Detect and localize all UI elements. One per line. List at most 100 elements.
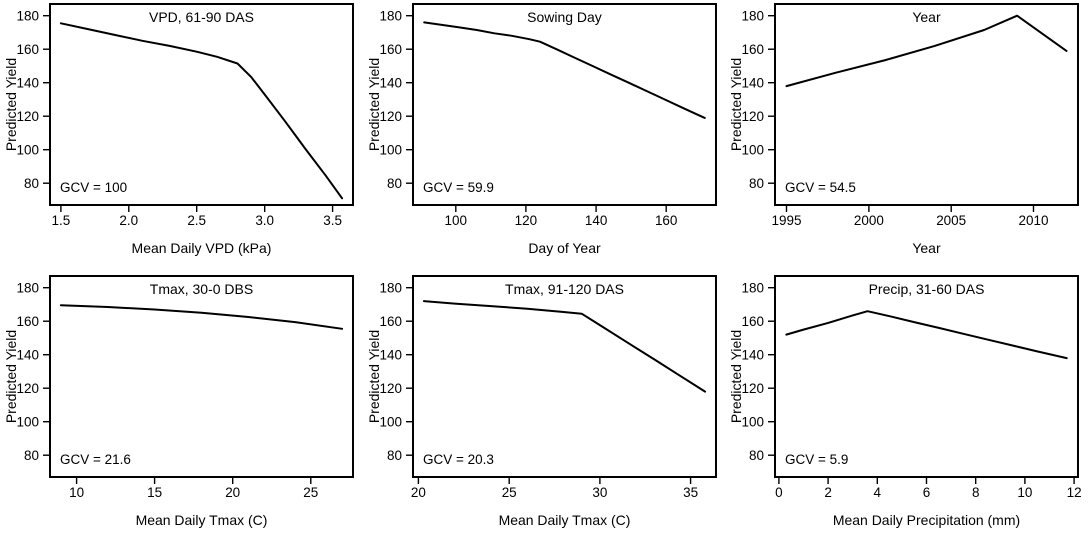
y-axis-title: Predicted Yield bbox=[366, 58, 382, 151]
panel-sowing-day: 80 100 120 140 160 180 100 120 140 160 Sowing Day D… bbox=[363, 0, 726, 272]
y-tick-label: 160 bbox=[16, 42, 39, 57]
y-tick-label: 80 bbox=[24, 176, 39, 191]
x-tick-label: 25 bbox=[501, 485, 516, 500]
data-line bbox=[59, 22, 344, 200]
x-tick-label: 100 bbox=[444, 213, 467, 228]
y-tick-label: 100 bbox=[742, 142, 765, 157]
y-axis-title: Predicted Yield bbox=[366, 330, 382, 423]
x-axis-title: Mean Daily Tmax (C) bbox=[136, 512, 268, 528]
plot-frame bbox=[48, 3, 354, 206]
chart-svg: 80 100 120 140 160 180 0 2 4 6 8 10 12 Precip, 31-60 … bbox=[728, 275, 1082, 528]
panel-title: Tmax, 30-0 DBS bbox=[150, 281, 253, 297]
plot-frame bbox=[411, 3, 717, 206]
data-line bbox=[785, 310, 1068, 360]
x-axis-title: Mean Daily Tmax (C) bbox=[498, 512, 630, 528]
y-tick-label: 160 bbox=[379, 42, 402, 57]
data-line bbox=[422, 300, 706, 393]
y-tick-label: 120 bbox=[379, 381, 402, 396]
panel-vpd-61-90-das: 80 100 120 140 160 180 1.5 2.0 2.5 3.0 3.5 VPD, 61-… bbox=[0, 0, 363, 272]
y-tick-label: 80 bbox=[24, 448, 39, 463]
x-tick-label: 0 bbox=[775, 485, 783, 500]
x-tick-label: 4 bbox=[874, 485, 882, 500]
gcv-annotation: GCV = 20.3 bbox=[423, 452, 494, 467]
x-tick-label: 15 bbox=[147, 485, 162, 500]
x-tick-label: 6 bbox=[923, 485, 931, 500]
x-tick-label: 2000 bbox=[854, 213, 884, 228]
y-tick-label: 120 bbox=[16, 381, 39, 396]
y-tick-label: 180 bbox=[379, 8, 402, 23]
x-tick-label: 2.0 bbox=[119, 213, 138, 228]
panel-title: VPD, 61-90 DAS bbox=[149, 9, 254, 25]
y-tick-label: 100 bbox=[379, 414, 402, 429]
x-tick-label: 20 bbox=[225, 485, 240, 500]
y-tick-label: 140 bbox=[379, 347, 402, 362]
panel-title: Precip, 31-60 DAS bbox=[869, 281, 985, 297]
chart-svg: 80 100 120 140 160 180 10 15 20 25 Tmax, 30-0 DBS M… bbox=[3, 275, 354, 528]
data-line bbox=[422, 21, 706, 119]
y-tick-label: 120 bbox=[742, 109, 765, 124]
x-tick-label: 3.0 bbox=[255, 213, 274, 228]
x-tick-label: 2005 bbox=[937, 213, 967, 228]
panel-title: Sowing Day bbox=[527, 9, 602, 25]
y-tick-label: 160 bbox=[742, 42, 765, 57]
x-tick-label: 2010 bbox=[1019, 213, 1049, 228]
y-tick-label: 100 bbox=[16, 142, 39, 157]
y-tick-label: 180 bbox=[742, 280, 765, 295]
y-tick-label: 160 bbox=[742, 314, 765, 329]
y-axis-title: Predicted Yield bbox=[728, 58, 744, 151]
x-tick-label: 160 bbox=[655, 213, 678, 228]
panel-title: Tmax, 91-120 DAS bbox=[505, 281, 624, 297]
x-tick-label: 20 bbox=[411, 485, 426, 500]
x-tick-label: 8 bbox=[972, 485, 980, 500]
panel-tmax-91-120-das: 80 100 120 140 160 180 20 25 30 35 Tmax, 91-120 DA… bbox=[363, 272, 726, 544]
x-tick-label: 30 bbox=[592, 485, 607, 500]
x-tick-label: 12 bbox=[1067, 485, 1082, 500]
x-tick-label: 3.5 bbox=[323, 213, 342, 228]
panel-tmax-30-0-dbs: 80 100 120 140 160 180 10 15 20 25 Tmax, 30-0 DBS M… bbox=[0, 272, 363, 544]
chart-svg: 80 100 120 140 160 180 1.5 2.0 2.5 3.0 3.5 VPD, 61-… bbox=[3, 3, 354, 256]
y-tick-label: 100 bbox=[379, 142, 402, 157]
y-tick-label: 140 bbox=[742, 347, 765, 362]
y-tick-label: 100 bbox=[742, 414, 765, 429]
panel-year: 80 100 120 140 160 180 1995 2000 2005 2010 Year Yea… bbox=[725, 0, 1088, 272]
y-tick-label: 80 bbox=[387, 448, 402, 463]
panel-title: Year bbox=[913, 9, 942, 25]
gcv-annotation: GCV = 100 bbox=[60, 180, 127, 195]
y-tick-label: 120 bbox=[16, 109, 39, 124]
y-tick-label: 160 bbox=[379, 314, 402, 329]
y-tick-label: 80 bbox=[387, 176, 402, 191]
x-tick-label: 2 bbox=[825, 485, 833, 500]
x-axis-title: Mean Daily Precipitation (mm) bbox=[833, 512, 1020, 528]
y-tick-label: 180 bbox=[742, 8, 765, 23]
x-axis-title: Mean Daily VPD (kPa) bbox=[132, 240, 272, 256]
plot-frame bbox=[411, 275, 717, 478]
data-line bbox=[785, 14, 1068, 88]
x-tick-label: 1.5 bbox=[52, 213, 71, 228]
plot-frame bbox=[774, 275, 1080, 478]
x-tick-label: 1995 bbox=[772, 213, 802, 228]
y-tick-label: 80 bbox=[749, 448, 764, 463]
y-tick-label: 140 bbox=[742, 75, 765, 90]
y-tick-label: 180 bbox=[16, 280, 39, 295]
chart-svg: 80 100 120 140 160 180 1995 2000 2005 2010 Year Yea… bbox=[728, 3, 1080, 256]
y-tick-label: 160 bbox=[16, 314, 39, 329]
x-tick-label: 35 bbox=[683, 485, 698, 500]
panel-precip-31-60-das: 80 100 120 140 160 180 0 2 4 6 8 10 12 Precip, 31-60 … bbox=[725, 272, 1088, 544]
x-tick-label: 10 bbox=[1018, 485, 1033, 500]
x-axis-title: Day of Year bbox=[528, 240, 601, 256]
y-axis-title: Predicted Yield bbox=[728, 330, 744, 423]
chart-svg: 80 100 120 140 160 180 100 120 140 160 Sowing Day D… bbox=[366, 3, 717, 256]
y-axis-title: Predicted Yield bbox=[3, 58, 19, 151]
y-axis-title: Predicted Yield bbox=[3, 330, 19, 423]
x-tick-label: 2.5 bbox=[187, 213, 206, 228]
gcv-annotation: GCV = 21.6 bbox=[60, 452, 131, 467]
x-tick-label: 120 bbox=[514, 213, 537, 228]
gcv-annotation: GCV = 59.9 bbox=[423, 180, 494, 195]
gcv-annotation: GCV = 54.5 bbox=[785, 180, 856, 195]
plot-frame bbox=[48, 275, 354, 478]
y-tick-label: 100 bbox=[16, 414, 39, 429]
plot-frame bbox=[774, 3, 1080, 206]
chart-svg: 80 100 120 140 160 180 20 25 30 35 Tmax, 91-120 DA… bbox=[366, 275, 717, 528]
x-tick-label: 25 bbox=[303, 485, 318, 500]
